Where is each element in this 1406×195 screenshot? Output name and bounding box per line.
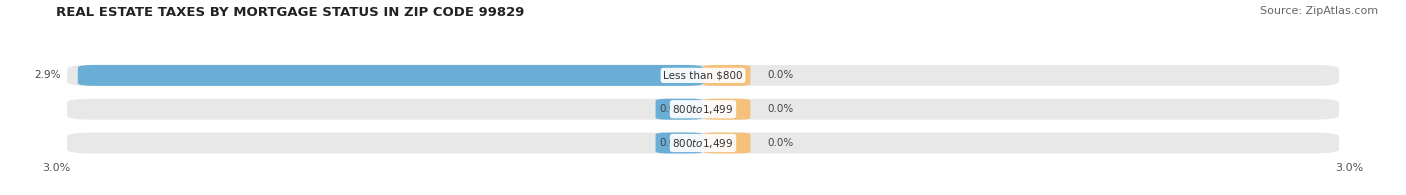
Text: 2.9%: 2.9% [34,70,60,80]
Text: Less than $800: Less than $800 [664,70,742,80]
FancyBboxPatch shape [67,133,1339,153]
FancyBboxPatch shape [67,99,1339,120]
Text: 0.0%: 0.0% [768,104,794,114]
Text: 0.0%: 0.0% [768,138,794,148]
Text: $800 to $1,499: $800 to $1,499 [672,103,734,116]
Text: $800 to $1,499: $800 to $1,499 [672,136,734,150]
FancyBboxPatch shape [67,65,1339,86]
FancyBboxPatch shape [703,65,751,86]
Text: 0.0%: 0.0% [768,70,794,80]
Text: REAL ESTATE TAXES BY MORTGAGE STATUS IN ZIP CODE 99829: REAL ESTATE TAXES BY MORTGAGE STATUS IN … [56,6,524,19]
FancyBboxPatch shape [77,65,703,86]
Text: 0.0%: 0.0% [659,104,686,114]
FancyBboxPatch shape [655,99,703,120]
FancyBboxPatch shape [703,99,751,120]
FancyBboxPatch shape [703,133,751,153]
Text: Source: ZipAtlas.com: Source: ZipAtlas.com [1260,6,1378,16]
Text: 0.0%: 0.0% [659,138,686,148]
FancyBboxPatch shape [655,133,703,153]
